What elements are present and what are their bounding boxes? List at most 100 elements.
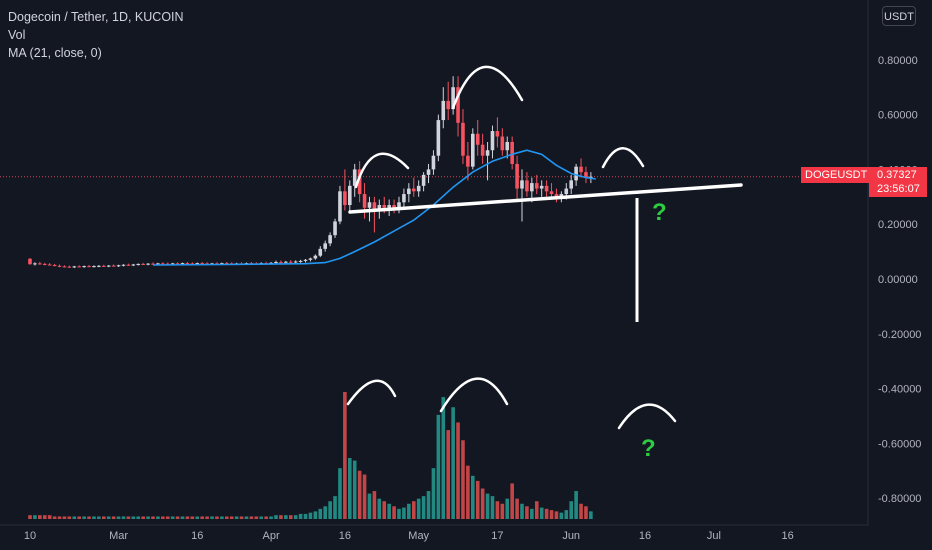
volume-bar — [131, 516, 136, 519]
volume-bar — [416, 498, 421, 519]
x-axis-tick-label: 17 — [491, 530, 503, 542]
volume-bar — [67, 516, 72, 519]
price-tag-price: 0.37327 — [877, 169, 917, 181]
candle-body — [200, 263, 204, 265]
volume-bar — [264, 516, 268, 519]
candle-body — [57, 265, 62, 267]
volume-bar — [165, 516, 170, 519]
volume-bar — [589, 511, 593, 519]
volume-bar — [106, 516, 111, 519]
candle-body — [126, 264, 131, 266]
y-axis-tick-label: -0.80000 — [878, 493, 921, 505]
volume-bar — [259, 516, 264, 519]
volume-bar — [387, 503, 391, 519]
volume-bar — [269, 516, 273, 519]
candle-body — [279, 262, 283, 264]
candle-body — [161, 263, 165, 265]
volume-bar — [377, 498, 382, 519]
candle-body — [461, 122, 465, 156]
candle-body — [151, 263, 155, 265]
volume-bar — [229, 516, 234, 519]
volume-bar — [352, 460, 357, 519]
candle-body — [426, 169, 431, 175]
candle-body — [471, 133, 475, 167]
candle-body — [475, 133, 480, 145]
volume-bar — [239, 516, 244, 519]
candle-body — [116, 265, 121, 267]
candle-body — [549, 191, 554, 195]
volume-bar — [441, 397, 446, 519]
volume-bar — [141, 516, 145, 519]
candle-body — [544, 185, 549, 192]
volume-bar — [62, 516, 67, 519]
volume-bar — [348, 458, 352, 519]
candle-body — [308, 258, 313, 260]
volume-bar — [505, 498, 510, 519]
last-price-tag: DOGEUSDT 0.37327 23:56:07 — [801, 167, 927, 197]
volume-bar — [244, 516, 249, 519]
price-tag-value: 0.37327 23:56:07 — [869, 167, 927, 197]
volume-bar — [564, 510, 569, 519]
candle-body — [175, 263, 180, 265]
candle-body — [146, 263, 150, 265]
volume-bar — [33, 515, 37, 519]
candle-body — [397, 202, 401, 208]
candle-body — [584, 172, 588, 178]
candle-body — [106, 265, 111, 267]
candle-body — [589, 176, 593, 178]
volume-bar — [367, 493, 372, 519]
candle-body — [77, 266, 81, 268]
volume-bar — [490, 496, 495, 519]
volume-bar — [471, 475, 475, 519]
candle-body — [466, 155, 470, 167]
candle-body — [525, 180, 529, 192]
volume-bar — [52, 516, 57, 519]
volume-bar — [584, 506, 588, 519]
candle-body — [298, 260, 303, 262]
question-mark-volume: ? — [641, 435, 656, 462]
x-axis-tick-label: Jun — [562, 530, 580, 542]
volume-bar — [210, 516, 214, 519]
candle-body — [392, 205, 396, 208]
candle-body — [407, 188, 411, 195]
candle-body — [333, 221, 337, 236]
volume-bar — [525, 506, 529, 519]
candle-body — [441, 100, 446, 121]
volume-arc-2 — [439, 377, 509, 413]
right-shoulder-arc — [601, 147, 645, 169]
candle-body — [28, 258, 32, 265]
candle-body — [52, 265, 57, 267]
candle-body — [33, 263, 37, 265]
candle-body — [372, 202, 377, 211]
volume-bar — [569, 501, 573, 519]
volume-bar — [92, 516, 96, 519]
candle-body — [539, 185, 544, 189]
volume-bar — [87, 516, 91, 519]
volume-bar — [357, 470, 362, 519]
volume-bar — [549, 510, 554, 519]
candle-body — [377, 205, 382, 211]
volume-bar — [274, 515, 278, 519]
volume-bar — [431, 468, 436, 519]
volume-bar — [180, 516, 185, 519]
candle-body — [569, 180, 573, 189]
volume-indicator-label[interactable]: Vol — [8, 28, 26, 42]
price-tag-countdown: 23:56:07 — [877, 183, 920, 195]
x-axis-tick-label: 16 — [782, 530, 794, 542]
x-axis-tick-label: May — [408, 530, 429, 542]
candle-body — [303, 259, 308, 261]
candle-body — [402, 194, 406, 203]
volume-bar — [254, 516, 259, 519]
volume-bar — [382, 501, 387, 519]
volume-bar — [313, 511, 318, 519]
x-axis-tick-label: Apr — [263, 530, 280, 542]
candle-body — [480, 144, 485, 156]
volume-bar — [480, 488, 485, 519]
candle-body — [500, 136, 505, 151]
neckline — [348, 183, 743, 214]
x-axis-tick-label: 10 — [24, 530, 36, 542]
ma-indicator-label[interactable]: MA (21, close, 0) — [8, 46, 102, 60]
currency-button[interactable]: USDT — [882, 6, 916, 26]
